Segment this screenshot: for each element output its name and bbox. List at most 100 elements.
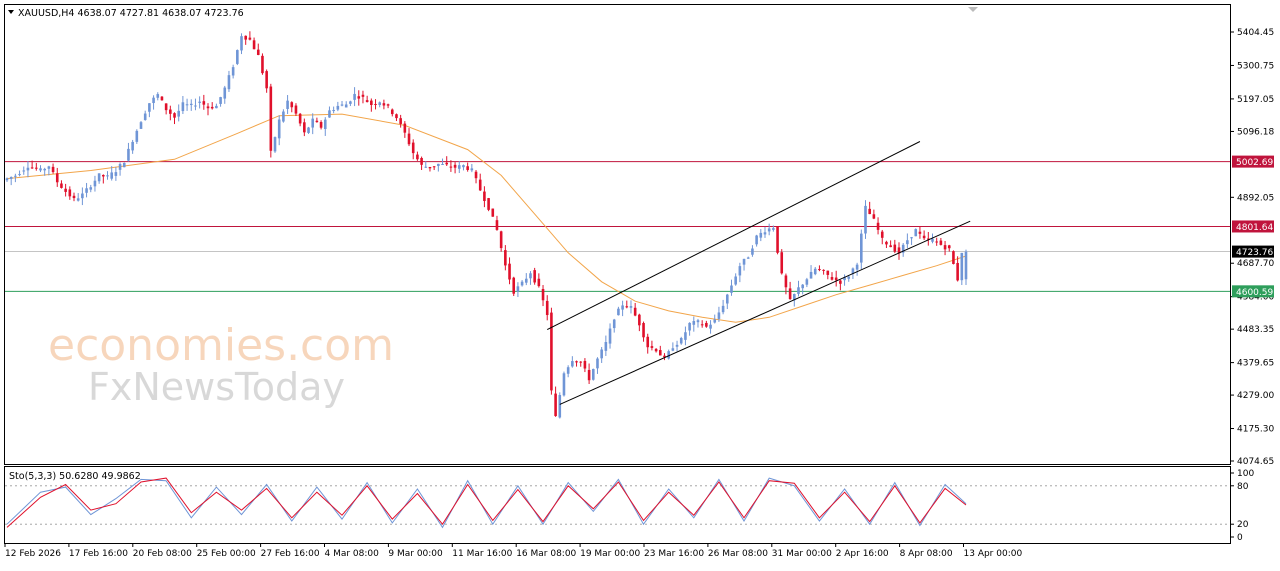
- candle-body: [922, 235, 926, 239]
- candle-body: [918, 231, 922, 234]
- candle-body: [696, 320, 700, 323]
- candle-body: [261, 55, 264, 74]
- candle-body: [709, 324, 712, 329]
- candle-body: [960, 252, 964, 281]
- candle-body: [160, 96, 164, 101]
- time-tick-label: 4 Mar 08:00: [325, 549, 380, 559]
- time-tick-label: 13 Apr 00:00: [964, 549, 1023, 559]
- candle-body: [738, 266, 742, 276]
- candle-body: [537, 278, 541, 287]
- scroll-marker-icon[interactable]: [968, 7, 978, 12]
- level-badge-label: 5002.69: [1236, 158, 1273, 168]
- price-axis: 5404.45 5300.75 5197.05 5096.18 4892.05 4687.…: [1230, 28, 1274, 467]
- candle-body: [336, 105, 340, 110]
- stochastic-pane[interactable]: [4, 466, 1231, 544]
- candle-body: [596, 358, 599, 369]
- candle-body: [935, 241, 938, 243]
- candle-body: [617, 308, 620, 316]
- candle-body: [880, 231, 884, 238]
- candle-body: [60, 183, 63, 188]
- candle-body: [692, 321, 696, 325]
- candle-body: [667, 351, 670, 359]
- candle-body: [516, 286, 520, 292]
- candle-body: [282, 111, 285, 122]
- candle-body: [22, 170, 26, 172]
- candle-body: [370, 100, 373, 105]
- candle-body: [554, 393, 557, 417]
- candle-body: [173, 113, 176, 118]
- candle-body: [5, 178, 9, 181]
- candle-body: [131, 141, 134, 151]
- candle-body: [591, 369, 595, 380]
- candle-body: [462, 165, 465, 168]
- candle-body: [772, 228, 775, 230]
- candle-body: [244, 35, 248, 40]
- candle-body: [608, 328, 612, 344]
- candle-body: [432, 166, 436, 168]
- candle-body: [491, 208, 495, 217]
- candle-body: [734, 276, 737, 285]
- candle-body: [809, 271, 813, 279]
- candle-body: [89, 187, 93, 190]
- candle-body: [947, 245, 951, 249]
- time-tick-label: 25 Feb 00:00: [197, 549, 256, 559]
- main-pane[interactable]: [4, 4, 1231, 465]
- candle-body: [290, 102, 294, 108]
- candle-body: [76, 198, 80, 201]
- candle-body: [219, 97, 222, 104]
- candle-body: [55, 173, 59, 183]
- candle-body: [26, 167, 30, 171]
- candle-body: [529, 273, 532, 279]
- candle-body: [843, 277, 846, 281]
- candle-body: [575, 361, 578, 363]
- candle-body: [378, 102, 382, 105]
- candle-body: [286, 100, 289, 109]
- candle-body: [587, 369, 591, 381]
- time-tick-label: 17 Feb 16:00: [69, 549, 128, 559]
- candle-body: [855, 264, 859, 270]
- candle-body: [198, 101, 201, 103]
- candle-body: [118, 164, 122, 170]
- candle-body: [508, 263, 511, 280]
- stochastic-tick-label: 0: [1237, 533, 1243, 543]
- candle-body: [839, 280, 842, 284]
- candle-body: [177, 110, 180, 117]
- candle-body: [533, 270, 536, 283]
- candle-body: [315, 120, 319, 123]
- watermark-economies: economies.com: [48, 320, 394, 371]
- time-tick-label: 31 Mar 00:00: [772, 549, 832, 559]
- candle-body: [650, 346, 654, 348]
- candle-body: [445, 162, 449, 165]
- candle-body: [344, 104, 348, 108]
- time-tick-label: 16 Mar 08:00: [516, 549, 576, 559]
- price-tick-label: 5096.18: [1237, 127, 1274, 137]
- candle-body: [893, 244, 897, 252]
- candle-body: [671, 348, 675, 351]
- candle-body: [755, 235, 758, 245]
- candle-body: [675, 344, 679, 347]
- candle-body: [9, 176, 13, 179]
- price-tick-label: 4175.30: [1237, 425, 1274, 435]
- candle-body: [169, 109, 172, 114]
- candle-body: [638, 314, 641, 326]
- candle-body: [416, 154, 419, 160]
- dropdown-arrow-icon[interactable]: [8, 10, 14, 14]
- candle-body: [407, 133, 411, 145]
- price-tick-label: 5300.75: [1237, 61, 1274, 71]
- candle-body: [504, 250, 507, 266]
- candle-body: [621, 305, 624, 310]
- candle-body: [939, 240, 943, 245]
- candle-body: [139, 122, 143, 129]
- candle-body: [273, 137, 277, 152]
- candle-body: [223, 87, 227, 99]
- candle-body: [35, 167, 38, 169]
- candle-body: [449, 166, 453, 168]
- price-tick-label: 5404.45: [1237, 28, 1274, 38]
- candle-body: [181, 102, 185, 112]
- candle-body: [872, 214, 876, 219]
- candle-body: [93, 180, 97, 187]
- candle-body: [822, 269, 825, 271]
- candle-body: [776, 226, 779, 253]
- time-tick-label: 11 Mar 16:00: [452, 549, 512, 559]
